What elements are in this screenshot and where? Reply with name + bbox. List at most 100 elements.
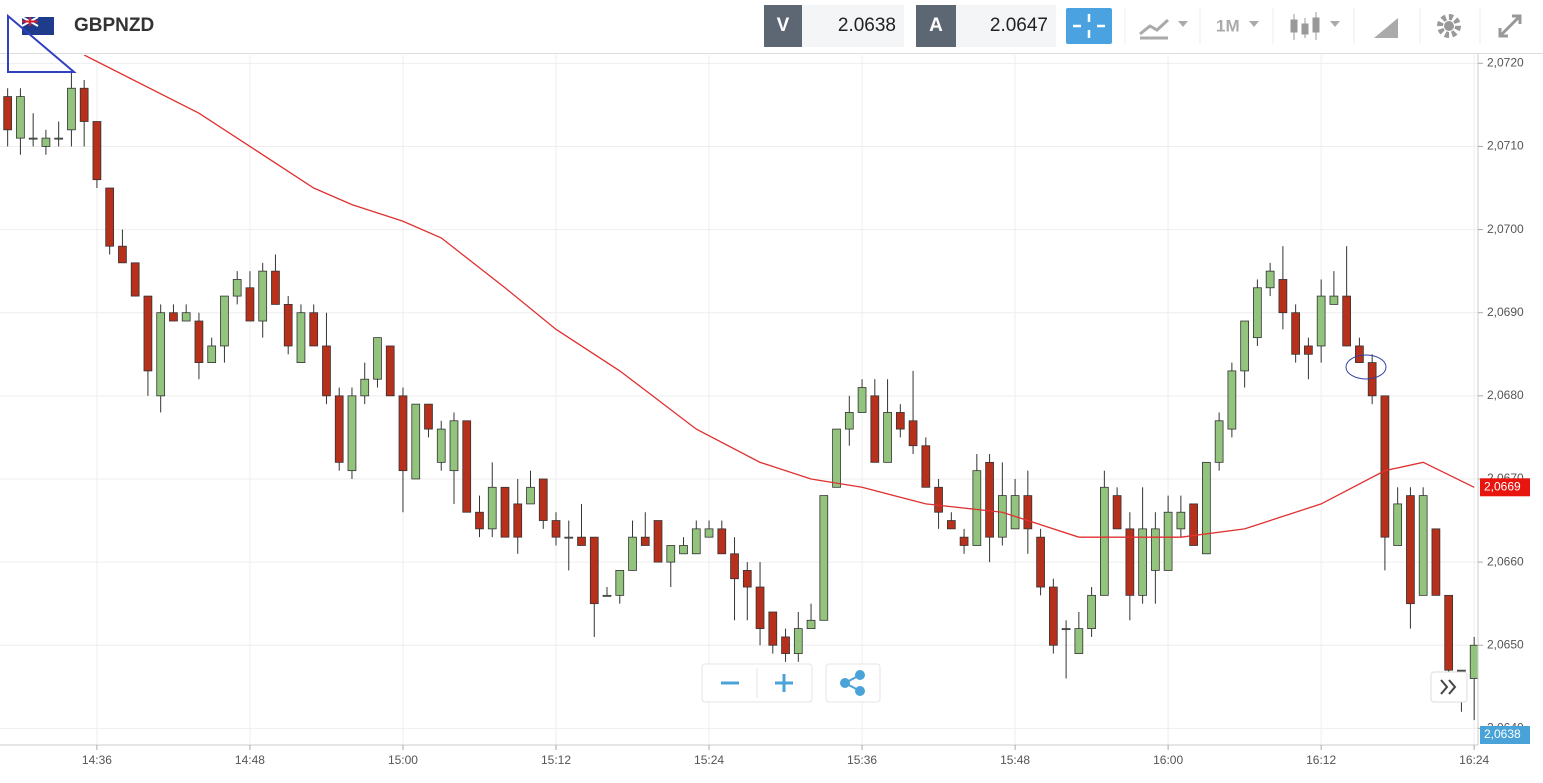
candle-body [717, 528, 727, 555]
candle-body [16, 96, 25, 139]
price-tag [1480, 726, 1530, 744]
ask-label[interactable]: A [929, 15, 943, 36]
candle-body [640, 536, 650, 546]
candle-body [1316, 295, 1326, 347]
candle-body [385, 345, 395, 397]
candle-body [309, 312, 319, 347]
candle-body [118, 245, 127, 264]
candle-body [245, 287, 255, 322]
dropdown-arrow[interactable] [1178, 21, 1188, 27]
chart-type-icon[interactable] [1139, 18, 1170, 40]
candle-body [844, 412, 854, 430]
settings-icon-core [1444, 21, 1454, 31]
candle-body [232, 279, 242, 297]
draw-icon[interactable] [1374, 18, 1398, 38]
candle-body [793, 628, 803, 654]
plot-area [3, 55, 1478, 721]
candle-body [1278, 279, 1288, 314]
candle-body [424, 403, 433, 430]
candle-body [768, 611, 778, 646]
dropdown-arrow[interactable] [1330, 21, 1340, 27]
candle-body [1074, 628, 1084, 654]
bid-price[interactable]: 2.0638 [838, 15, 896, 36]
candle-body [92, 121, 102, 181]
candles-icon[interactable] [1290, 12, 1320, 40]
candle-body [334, 395, 344, 463]
ask-box[interactable] [956, 5, 1056, 47]
candle-body [615, 570, 625, 596]
candle-body [41, 137, 51, 147]
candle-body [1240, 320, 1249, 372]
candle-body [322, 345, 331, 397]
candle-body [870, 395, 880, 463]
price-tag-label: 2,0669 [1484, 479, 1521, 493]
candle-body [1418, 495, 1428, 596]
candle-body [602, 594, 612, 597]
x-tick-label: 14:48 [235, 753, 265, 767]
y-tick-label: 2,0720 [1487, 55, 1524, 69]
candle-body [985, 461, 994, 538]
candle-body [360, 378, 370, 397]
candle-body [959, 536, 969, 546]
candle-body [220, 295, 229, 347]
candle-body [1036, 536, 1045, 588]
candle-body [373, 337, 382, 380]
candle-body [283, 303, 293, 347]
bid-label-box[interactable] [764, 5, 802, 47]
candle-body [679, 545, 688, 555]
x-tick-label: 14:36 [82, 753, 112, 767]
candle-body [79, 87, 89, 122]
candle-body [347, 395, 357, 472]
dropdown-arrow[interactable] [1249, 21, 1259, 27]
candle-body [513, 503, 523, 538]
candle-body [1112, 495, 1122, 530]
candle-body [296, 312, 306, 363]
price-tag-label: 2,0638 [1484, 727, 1521, 741]
candle-body [1457, 669, 1466, 672]
candle-body [398, 395, 408, 472]
settings-icon[interactable] [1437, 14, 1461, 38]
share-icon [840, 670, 865, 696]
candle-body [156, 312, 166, 397]
candle-body [1214, 420, 1224, 463]
candle-body [1163, 511, 1173, 571]
candle-body [934, 486, 943, 513]
candle-body [1023, 495, 1033, 530]
candle-body [857, 387, 867, 413]
ask-label-box[interactable] [916, 5, 956, 47]
share-button[interactable] [825, 663, 881, 703]
zoom-in-button[interactable] [775, 674, 793, 692]
candle-body [1304, 345, 1313, 355]
candle-body [819, 495, 829, 621]
candle-body [449, 420, 459, 472]
candle-body [577, 536, 586, 546]
candle-body [1176, 511, 1186, 530]
candle-body [181, 312, 191, 322]
candle-body [1444, 594, 1454, 671]
candle-body [1469, 644, 1478, 679]
ask-price[interactable]: 2.0647 [990, 15, 1048, 36]
candle-body [1189, 503, 1198, 546]
bid-label[interactable]: V [777, 15, 790, 36]
candle-body [908, 420, 918, 447]
timeframe[interactable]: 1M [1216, 16, 1240, 35]
x-tick-label: 16:12 [1306, 753, 1336, 767]
candle-body [1202, 461, 1211, 555]
candle-body [130, 262, 140, 297]
x-tick-label: 15:12 [541, 753, 571, 767]
candle-body [258, 270, 268, 322]
candle-body [411, 403, 421, 480]
scroll-right-button[interactable] [1430, 671, 1468, 703]
y-tick-label: 2,0710 [1487, 139, 1524, 153]
x-tick-label: 16:00 [1153, 753, 1183, 767]
bid-box[interactable] [802, 5, 904, 47]
crosshair-button[interactable] [1066, 8, 1112, 44]
candle-body [1125, 528, 1135, 596]
candle-body [1061, 628, 1071, 631]
flag-icon [21, 16, 54, 35]
price-tag [1480, 478, 1530, 497]
fullscreen-icon[interactable] [1498, 14, 1522, 38]
x-tick-label: 16:24 [1459, 753, 1489, 767]
candle-body [1010, 495, 1020, 530]
